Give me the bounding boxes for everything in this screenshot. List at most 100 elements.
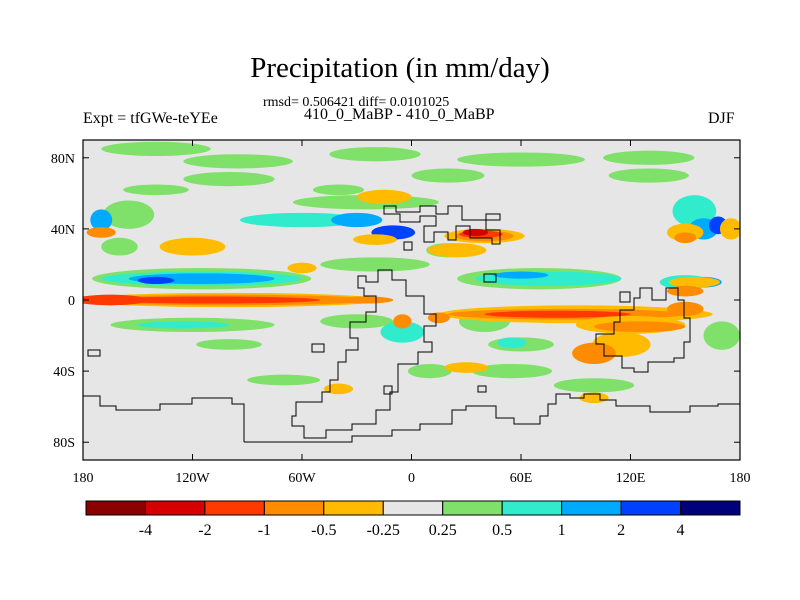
anomaly-blob-36 [196,339,262,350]
anomaly-blob-45 [287,262,317,274]
colorbar-swatch [561,500,622,516]
y-axis: 80N 40N 0 40S 80S [51,152,740,451]
anomaly-blob-44 [159,237,226,256]
anomaly-blob-29 [137,321,229,329]
x-tick-label: 120W [175,471,210,486]
y-tick-label: 0 [68,294,75,309]
colorbar: -4 -2 -1 -0.5 -0.25 0.25 0.5 1 2 4 [85,500,741,539]
anomaly-blob-25 [493,271,549,279]
colorbar-swatch [263,500,325,516]
anomaly-blob-41 [101,237,138,256]
anomaly-blob-38 [553,378,635,393]
anomaly-blob-72 [444,362,489,373]
anomaly-blob-51 [338,296,394,304]
island-outline-2 [483,273,497,283]
anomaly-blob-65 [668,276,720,288]
colorbar-swatch [680,500,741,516]
anomaly-blob-42 [320,257,430,272]
continent-outline-americas [291,269,437,439]
colorbar-label: 0.25 [429,522,457,539]
colorbar-label: -0.5 [311,522,336,539]
anomaly-blob-62 [427,243,487,258]
y-tick-label: 40S [53,365,75,380]
anomaly-blob-3 [457,152,585,167]
anomaly-blob-37 [703,321,740,350]
colorbar-label: 1 [558,522,566,539]
island-outline-3 [403,241,413,251]
stats-line: rmsd= 0.506421 diff= 0.0101025 [263,95,450,110]
x-tick-label: 60E [510,471,533,486]
colorbar-label: 4 [677,522,685,539]
island-outline-4 [87,349,101,357]
anomaly-blob-75 [427,312,450,324]
anomaly-blob-22 [137,276,175,285]
island-outline-1 [311,343,325,353]
colorbar-swatch [442,500,503,516]
colorbar-swatch [501,500,563,516]
anomaly-blob-50 [83,294,147,306]
anomaly-blob-9 [608,168,689,183]
anomaly-blob-10 [103,200,155,229]
anomaly-blob-35 [247,374,321,386]
anomaly-blob-49 [101,296,321,304]
island-outline-7 [477,385,487,393]
colorbar-label: -2 [198,522,211,539]
colorbar-label: -4 [139,522,152,539]
anomaly-blob-69 [86,227,116,238]
anomaly-blob-0 [101,141,211,156]
colorbar-label: 0.5 [492,522,512,539]
colorbar-label: -0.25 [367,522,400,539]
x-axis: 180 120W 60W 0 60E 120E 180 [73,140,751,486]
anomaly-blob-60 [462,228,489,236]
y-tick-label: 40N [51,223,75,238]
anomaly-blob-40 [380,321,425,343]
x-tick-label: 0 [408,471,415,486]
anomaly-blob-46 [356,189,412,204]
continent-outline-west-antarctica [83,395,245,442]
colorbar-swatch [620,500,682,516]
anomaly-blob-56 [594,321,686,332]
anomaly-blob-8 [312,184,365,196]
colorbar-swatch [144,500,206,516]
anomaly-blob-11 [90,209,113,231]
island-outline-5 [619,291,631,303]
y-tick-label: 80S [53,436,75,451]
anomaly-blob-2 [329,147,421,162]
anomaly-blob-33 [471,364,553,379]
colorbar-swatch [204,500,265,516]
anomaly-blob-1 [183,154,293,169]
x-tick-label: 60W [288,471,316,486]
anomaly-field [83,141,740,404]
anomaly-blob-4 [603,150,695,165]
anomaly-blob-13 [331,212,383,228]
season-label: DJF [708,110,735,127]
anomaly-blob-74 [393,314,412,329]
anomaly-blob-30 [320,314,394,329]
anomaly-blob-34 [407,364,452,379]
continent-outlines [83,205,740,443]
anomaly-blob-6 [411,168,485,183]
anomaly-blob-67 [572,342,616,365]
continent-outline-antarctica [244,393,740,443]
colorbar-label: -1 [258,522,271,539]
continent-outline-eurasia [383,205,501,245]
colorbar-swatch [323,500,384,516]
continent-outline-australia [595,287,691,373]
experiment-label: Expt = tfGWe-teYEe [83,110,218,127]
island-outline-6 [383,385,393,395]
anomaly-blob-7 [123,184,189,196]
colorbar-swatch [382,500,444,516]
anomaly-blob-68 [667,285,704,297]
anomaly-blob-54 [484,310,631,318]
anomaly-blob-32 [497,337,527,348]
anomaly-blob-12 [239,212,365,228]
anomaly-blob-70 [719,218,740,240]
anomaly-blob-76 [667,301,704,316]
anomaly-blob-5 [183,172,275,187]
anomaly-blob-64 [674,232,697,244]
colorbar-label: 2 [617,522,625,539]
case-line: 410_0_MaBP - 410_0_MaBP [304,106,495,123]
x-tick-label: 180 [730,471,751,486]
x-tick-label: 180 [73,471,94,486]
